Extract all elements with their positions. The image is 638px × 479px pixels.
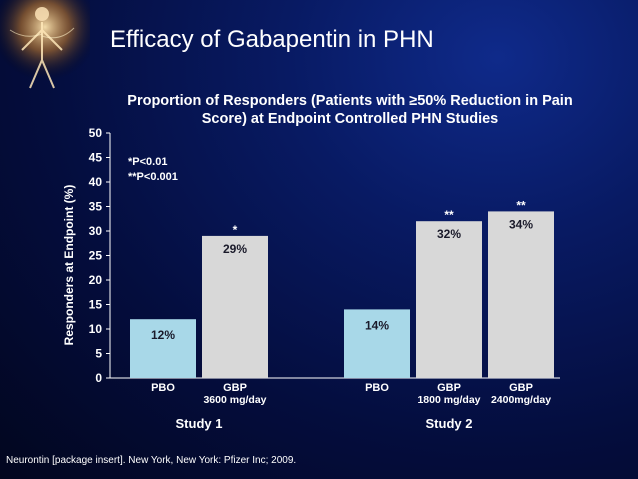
bar — [202, 235, 268, 378]
bar-value-label: 12% — [151, 328, 175, 342]
y-tick-label: 40 — [89, 175, 103, 189]
bar-dose-label: 2400mg/day — [491, 394, 551, 406]
significance-note: **P<0.001 — [128, 171, 178, 183]
bar-dose-label: 1800 mg/day — [417, 394, 480, 406]
bar-category-label: GBP — [509, 382, 533, 394]
bar-category-label: PBO — [151, 382, 175, 394]
bar-category-label: PBO — [365, 382, 389, 394]
bar-dose-label: 3600 mg/day — [203, 394, 266, 406]
bar — [488, 211, 554, 378]
bar — [130, 319, 196, 378]
significance-note: *P<0.01 — [128, 156, 167, 168]
study-group-label: Study 2 — [426, 416, 473, 431]
bar — [416, 221, 482, 378]
slide-title: Efficacy of Gabapentin in PHN — [110, 26, 434, 53]
bar-category-label: GBP — [223, 382, 247, 394]
bar — [344, 309, 410, 378]
y-tick-label: 10 — [89, 322, 103, 336]
y-tick-label: 25 — [89, 249, 103, 263]
nerve-figure-image — [0, 0, 90, 90]
y-axis-label: Responders at Endpoint (%) — [62, 185, 76, 346]
bar-value-label: 32% — [437, 227, 461, 241]
y-tick-label: 5 — [95, 347, 102, 361]
y-tick-label: 15 — [89, 298, 103, 312]
study-group-label: Study 1 — [176, 416, 223, 431]
bar-value-label: 34% — [509, 217, 533, 231]
bar-value-label: 29% — [223, 242, 247, 256]
chart-title: Proportion of Responders (Patients with … — [127, 93, 573, 127]
bar-value-label: 14% — [365, 318, 389, 332]
significance-star: ** — [444, 208, 454, 222]
significance-star: * — [233, 223, 238, 237]
bar-category-label: GBP — [437, 382, 461, 394]
significance-star: ** — [516, 198, 526, 212]
y-tick-label: 0 — [95, 371, 102, 385]
y-tick-label: 20 — [89, 273, 103, 287]
y-tick-label: 35 — [89, 200, 103, 214]
y-tick-label: 45 — [89, 151, 103, 165]
footnote-citation: Neurontin [package insert]. New York, Ne… — [6, 455, 297, 466]
y-tick-label: 50 — [89, 126, 103, 140]
y-tick-label: 30 — [89, 224, 103, 238]
